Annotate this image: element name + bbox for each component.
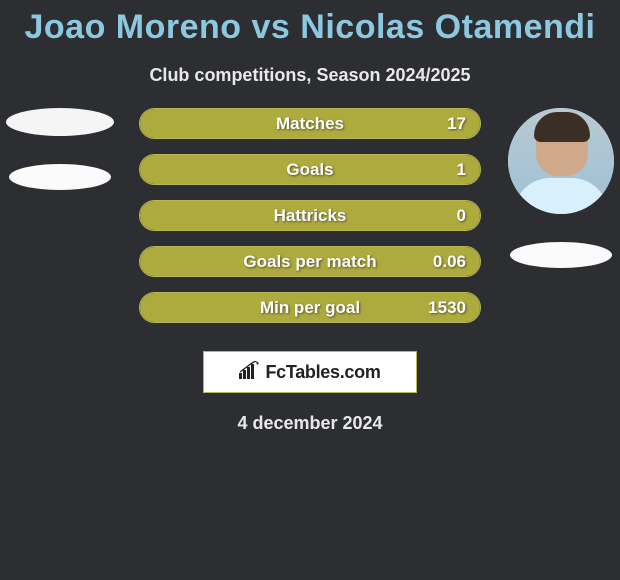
stat-label: Matches [276,114,344,134]
stat-label: Goals [286,160,333,180]
stat-value: 1530 [428,298,466,318]
player-right-shadow [510,242,612,268]
stat-bars: Matches 17 Goals 1 Hattricks 0 Goals per… [139,108,481,323]
stat-bar-min-per-goal: Min per goal 1530 [139,292,481,323]
player-right-avatar [508,108,614,214]
date-label: 4 december 2024 [0,413,620,434]
page-title: Joao Moreno vs Nicolas Otamendi [0,0,620,47]
brand-box: FcTables.com [203,351,417,393]
fctables-icon [239,361,261,384]
comparison-content: Matches 17 Goals 1 Hattricks 0 Goals per… [0,108,620,434]
stat-label: Hattricks [274,206,347,226]
stat-value: 17 [447,114,466,134]
player-left [6,108,114,190]
stat-bar-matches: Matches 17 [139,108,481,139]
subtitle: Club competitions, Season 2024/2025 [0,65,620,86]
stat-value: 0 [457,206,466,226]
player-right [508,108,614,268]
stat-value: 0.06 [433,252,466,272]
stat-bar-hattricks: Hattricks 0 [139,200,481,231]
player-left-shadow [9,164,111,190]
stat-bar-goals-per-match: Goals per match 0.06 [139,246,481,277]
stat-bar-goals: Goals 1 [139,154,481,185]
stat-label: Goals per match [243,252,376,272]
avatar-placeholder-left [6,108,114,136]
stat-value: 1 [457,160,466,180]
brand-text: FcTables.com [265,362,380,383]
stat-label: Min per goal [260,298,360,318]
